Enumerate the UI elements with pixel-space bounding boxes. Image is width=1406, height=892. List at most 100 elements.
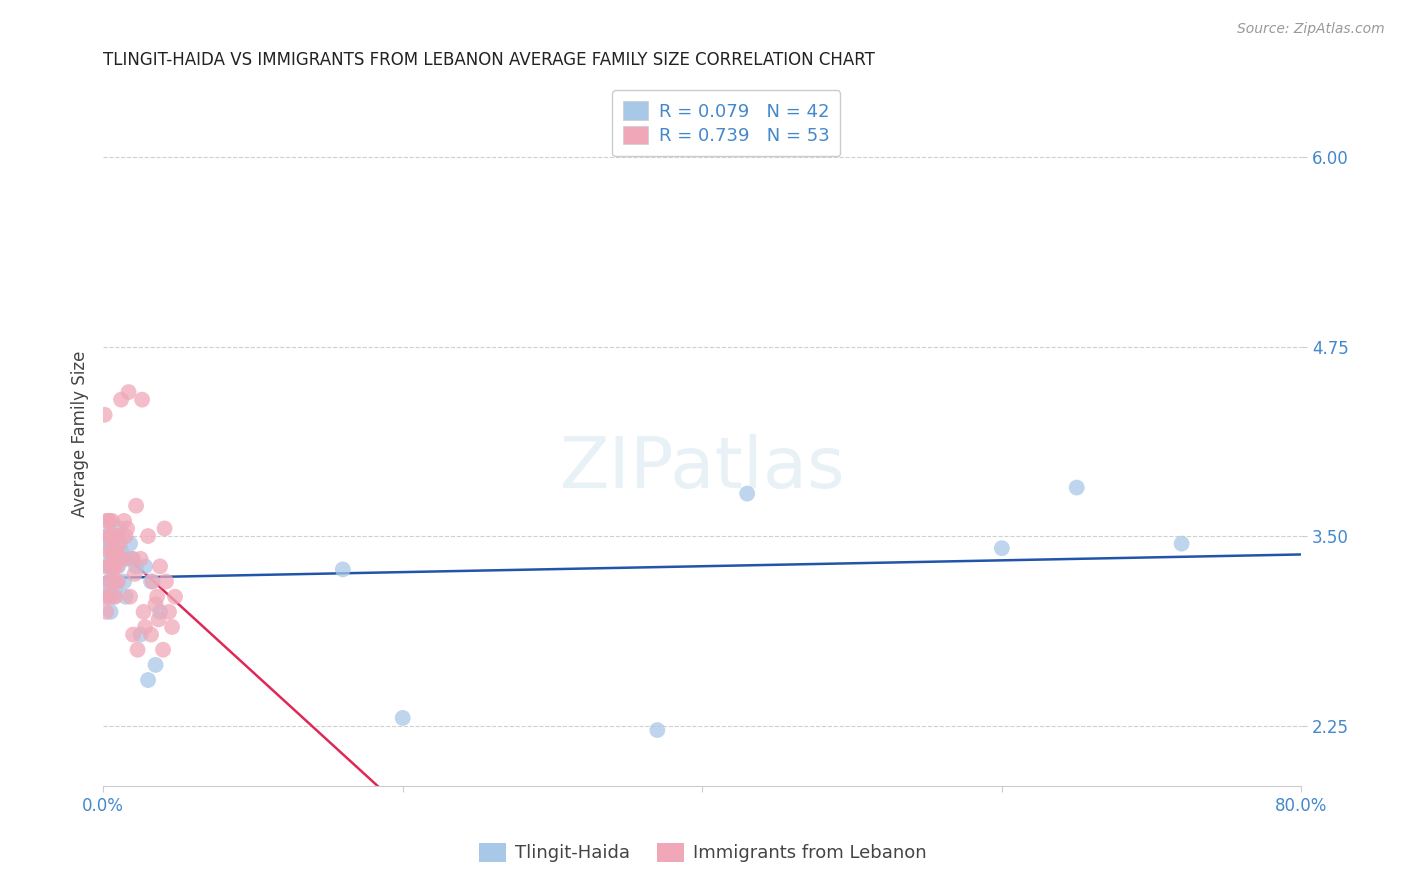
Point: [117, 385, 139, 400]
Point: [647, 723, 669, 737]
Point: [101, 514, 124, 528]
Point: [125, 499, 148, 513]
Point: [129, 627, 152, 641]
Point: [93, 590, 115, 604]
Point: [110, 544, 132, 558]
Point: [94, 582, 117, 596]
Point: [107, 529, 129, 543]
Point: [111, 551, 134, 566]
Point: [149, 559, 172, 574]
Point: [97, 590, 120, 604]
Point: [103, 559, 125, 574]
Point: [100, 605, 122, 619]
Point: [114, 590, 136, 604]
Point: [107, 529, 129, 543]
Point: [103, 574, 125, 589]
Point: [115, 551, 138, 566]
Point: [105, 574, 128, 589]
Point: [122, 627, 145, 641]
Y-axis label: Average Family Size: Average Family Size: [72, 351, 89, 517]
Point: [108, 536, 131, 550]
Point: [105, 559, 128, 574]
Point: [127, 642, 149, 657]
Point: [991, 541, 1014, 556]
Point: [129, 551, 152, 566]
Point: [97, 544, 120, 558]
Point: [100, 559, 122, 574]
Point: [1066, 481, 1088, 495]
Point: [93, 408, 115, 422]
Text: ZIPatlas: ZIPatlas: [560, 434, 845, 503]
Point: [94, 514, 117, 528]
Point: [97, 529, 120, 543]
Legend: R = 0.079   N = 42, R = 0.739   N = 53: R = 0.079 N = 42, R = 0.739 N = 53: [612, 90, 841, 156]
Point: [100, 559, 122, 574]
Point: [735, 486, 758, 500]
Point: [103, 590, 125, 604]
Point: [136, 529, 159, 543]
Point: [100, 590, 122, 604]
Point: [98, 536, 121, 550]
Point: [98, 514, 121, 528]
Point: [332, 562, 354, 576]
Point: [146, 590, 169, 604]
Point: [94, 529, 117, 543]
Point: [107, 574, 129, 589]
Point: [112, 514, 135, 528]
Point: [112, 574, 135, 589]
Point: [103, 529, 125, 543]
Point: [97, 559, 120, 574]
Point: [104, 590, 127, 604]
Point: [101, 551, 124, 566]
Point: [125, 559, 148, 574]
Point: [104, 551, 127, 566]
Point: [104, 582, 127, 596]
Legend: Tlingit-Haida, Immigrants from Lebanon: Tlingit-Haida, Immigrants from Lebanon: [472, 836, 934, 870]
Point: [155, 574, 177, 589]
Point: [145, 597, 167, 611]
Point: [114, 529, 136, 543]
Point: [103, 529, 125, 543]
Point: [124, 566, 146, 581]
Point: [1170, 536, 1192, 550]
Point: [93, 559, 115, 574]
Point: [115, 521, 138, 535]
Point: [101, 574, 124, 589]
Point: [391, 711, 413, 725]
Point: [105, 544, 128, 558]
Point: [163, 590, 186, 604]
Point: [120, 590, 142, 604]
Point: [132, 605, 155, 619]
Point: [131, 392, 153, 407]
Text: Source: ZipAtlas.com: Source: ZipAtlas.com: [1237, 22, 1385, 37]
Point: [94, 605, 117, 619]
Point: [98, 514, 121, 528]
Point: [160, 620, 183, 634]
Text: TLINGIT-HAIDA VS IMMIGRANTS FROM LEBANON AVERAGE FAMILY SIZE CORRELATION CHART: TLINGIT-HAIDA VS IMMIGRANTS FROM LEBANON…: [103, 51, 875, 69]
Point: [145, 657, 167, 672]
Point: [107, 559, 129, 574]
Point: [122, 551, 145, 566]
Point: [139, 627, 162, 641]
Point: [98, 544, 121, 558]
Point: [134, 620, 156, 634]
Point: [100, 529, 122, 543]
Point: [148, 612, 170, 626]
Point: [98, 574, 121, 589]
Point: [139, 574, 162, 589]
Point: [152, 642, 174, 657]
Point: [157, 605, 180, 619]
Point: [108, 521, 131, 535]
Point: [104, 551, 127, 566]
Point: [149, 605, 172, 619]
Point: [98, 574, 121, 589]
Point: [105, 544, 128, 558]
Point: [100, 529, 122, 543]
Point: [153, 521, 176, 535]
Point: [120, 536, 142, 550]
Point: [121, 551, 143, 566]
Point: [136, 673, 159, 687]
Point: [142, 574, 165, 589]
Point: [110, 392, 132, 407]
Point: [101, 544, 124, 558]
